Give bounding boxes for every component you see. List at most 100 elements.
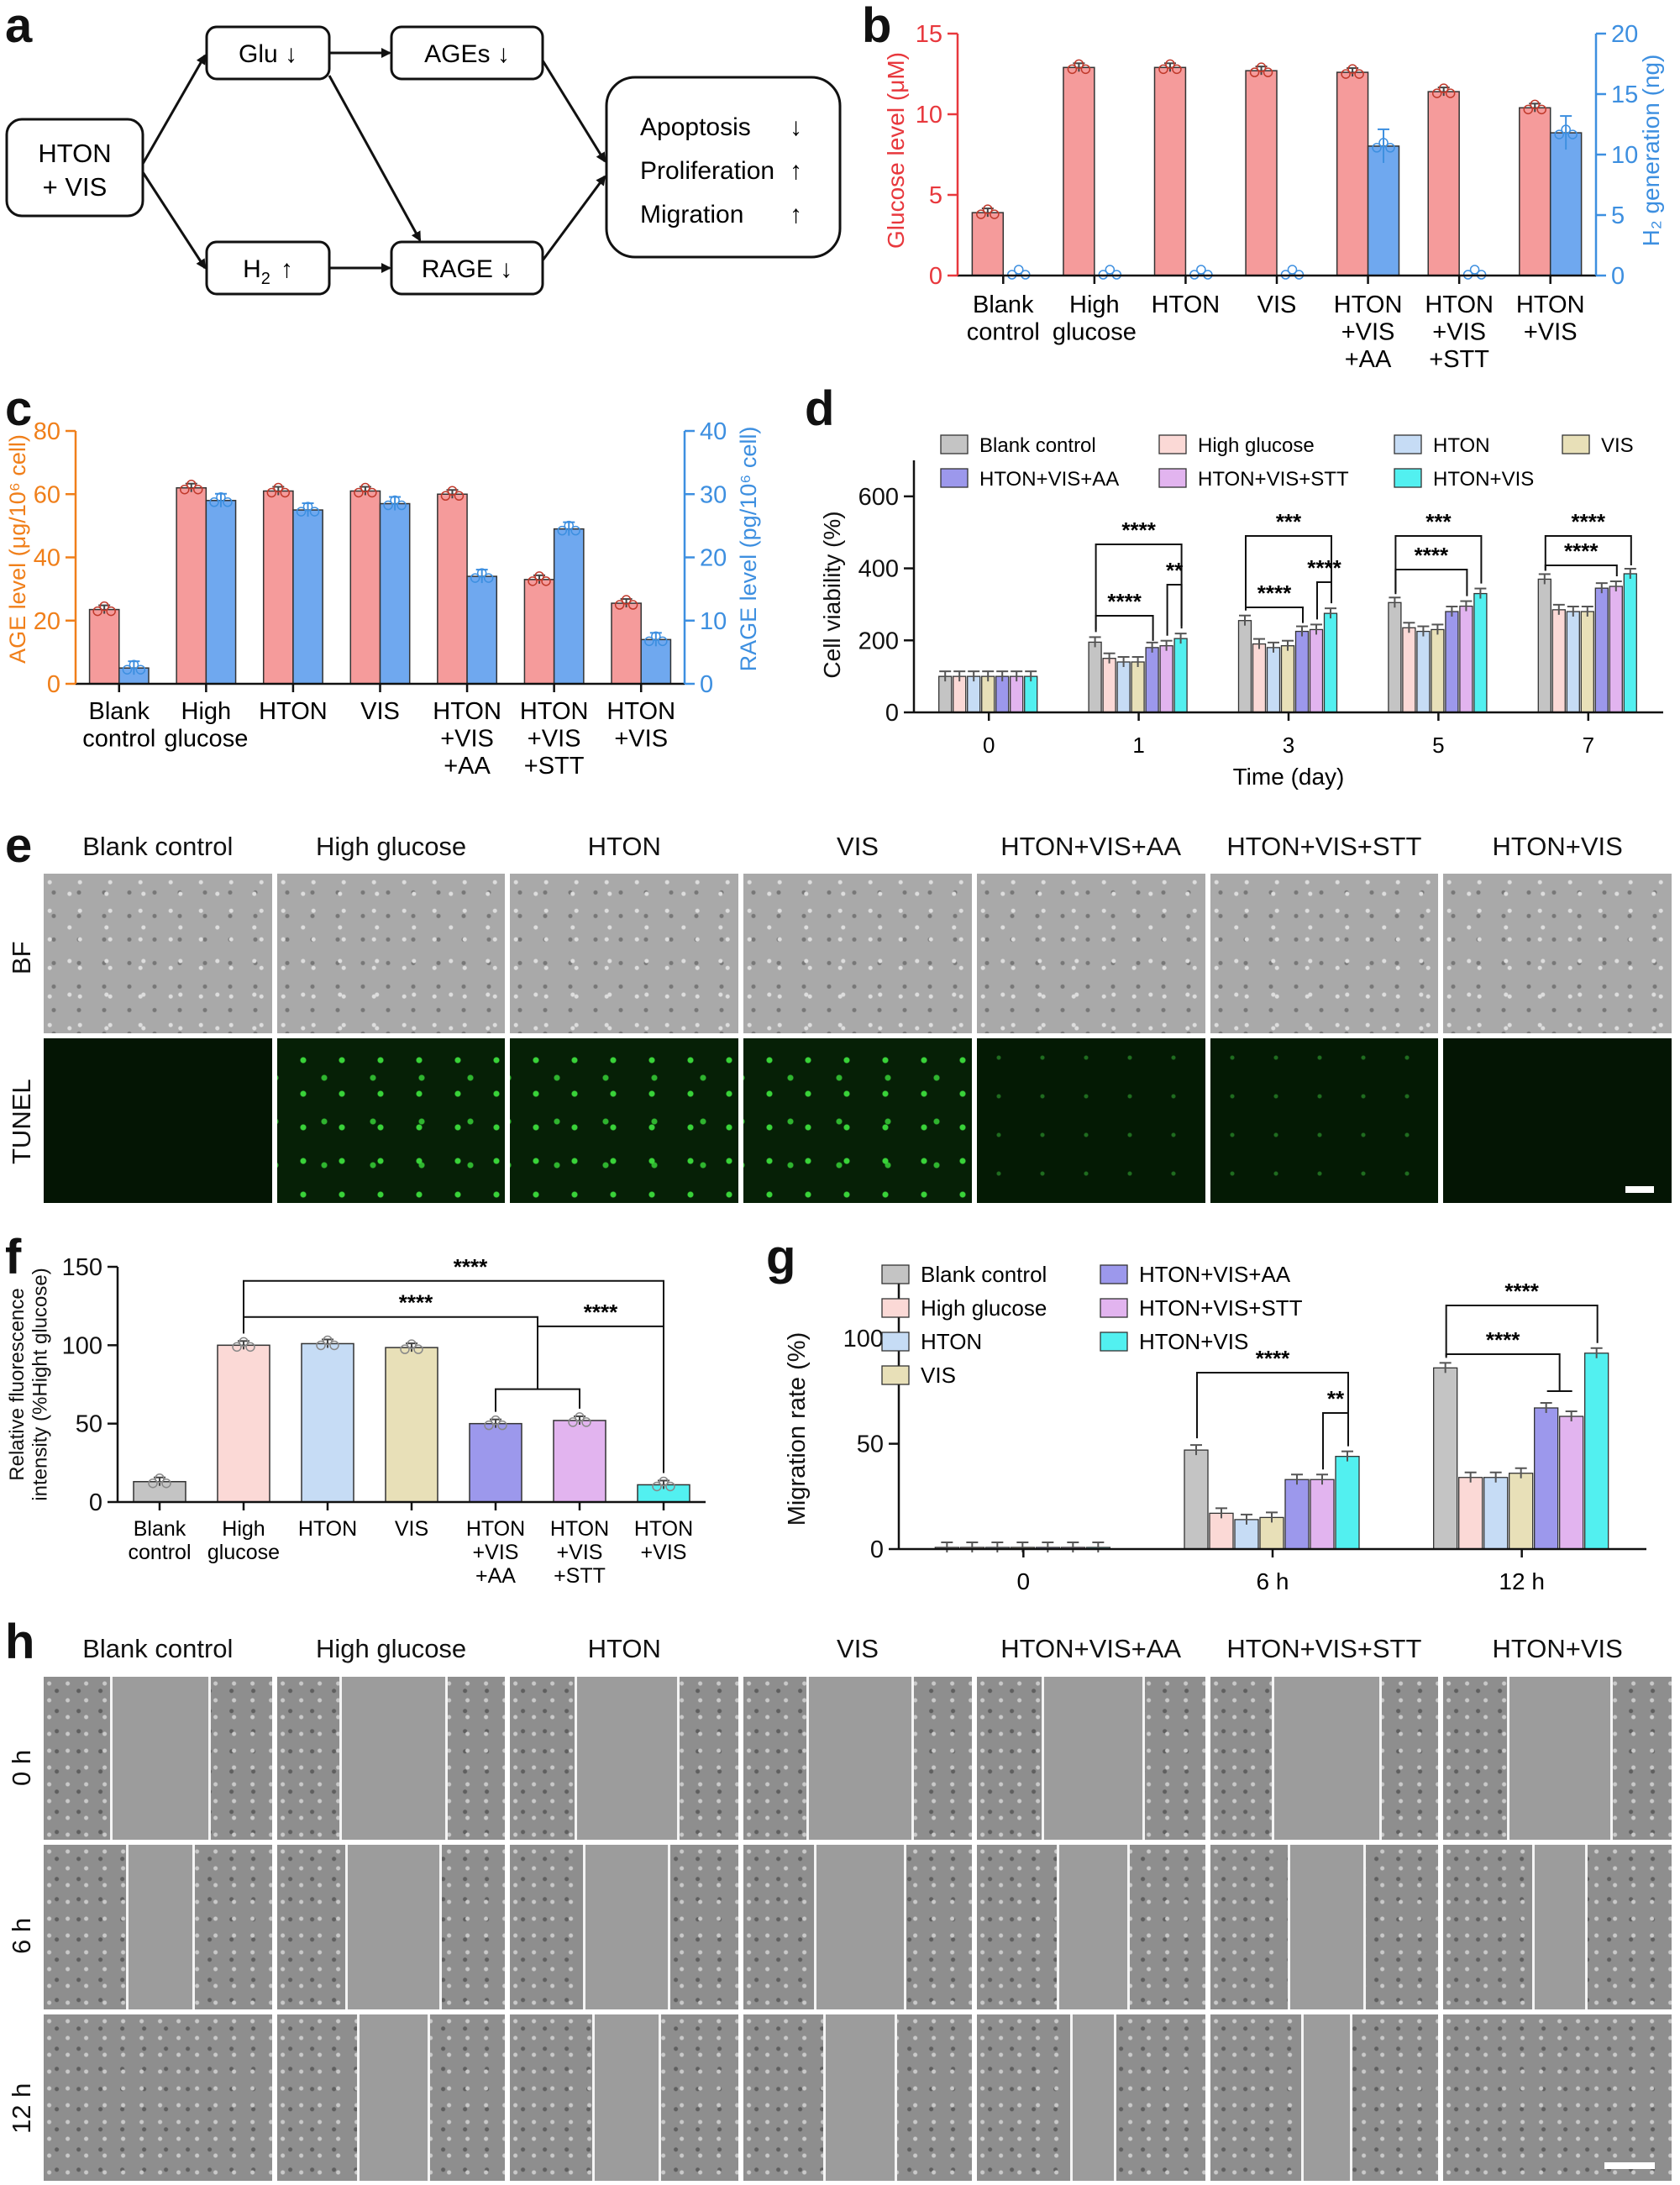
d-bar-0 xyxy=(1088,641,1102,713)
b-left-bar-point xyxy=(1445,88,1456,98)
d-sig-label: **** xyxy=(1257,580,1292,606)
d-bar-1 xyxy=(1252,643,1267,713)
d-bar-1 xyxy=(953,675,967,713)
c-left-bar-point xyxy=(193,484,203,495)
b-category-label: +VIS xyxy=(1432,318,1486,345)
g-legend-swatch-6 xyxy=(1100,1331,1128,1352)
e-row-label-bf: BF xyxy=(7,941,36,974)
d-bar-5 xyxy=(1609,586,1623,713)
b-category-label: HTON xyxy=(1425,292,1494,318)
f-bar-3-point xyxy=(413,1344,423,1354)
ages-box xyxy=(390,25,544,81)
c-right-bar-point xyxy=(135,664,146,675)
d-bar-0 xyxy=(1388,601,1402,713)
d-sig-bracket xyxy=(1394,569,1468,596)
d-sig-bracket xyxy=(1316,581,1332,620)
d-bar-2 xyxy=(1566,611,1580,713)
b-left-bar-point xyxy=(1067,64,1078,75)
e-bf-micrograph xyxy=(1210,874,1439,1033)
e-column-header: HTON+VIS+STT xyxy=(1226,832,1422,861)
c-left-tick-label: 20 xyxy=(34,608,60,635)
h-scratch-micrograph xyxy=(1443,1845,1672,2009)
arrow-rage-outcome xyxy=(541,175,606,261)
e-column-header: HTON+VIS xyxy=(1492,832,1623,861)
f-bar-3-point xyxy=(407,1339,417,1349)
b-left-bar xyxy=(1519,107,1551,276)
f-category-label: control xyxy=(128,1541,191,1564)
glu-label: Glu ↓ xyxy=(239,40,297,68)
b-left-bar-point xyxy=(1523,104,1534,115)
c-right-bar-point xyxy=(216,492,226,502)
d-bar-3 xyxy=(1131,661,1145,713)
b-category-label: +VIS xyxy=(1341,318,1395,345)
b-right-bar-point xyxy=(1013,265,1024,275)
g-bar-2 xyxy=(1483,1477,1509,1550)
g-bar-5 xyxy=(1310,1479,1335,1550)
f-sig-label: **** xyxy=(399,1290,433,1316)
h-scratch-micrograph xyxy=(1443,1677,1672,1840)
h-scratch-micrograph xyxy=(276,2014,506,2181)
c-right-bar-point xyxy=(476,568,487,578)
b-right-bar-point xyxy=(1105,265,1116,275)
b-left-bar-point xyxy=(983,204,993,214)
d-bar-1 xyxy=(1402,627,1416,713)
e-tunel-micrograph xyxy=(276,1038,506,1203)
c-left-bar-point xyxy=(99,601,109,612)
h-scratch-micrograph xyxy=(743,1677,972,1840)
g-legend-label-6: HTON+VIS xyxy=(1139,1329,1248,1354)
c-right-bar xyxy=(466,575,498,685)
g-legend-label-3: VIS xyxy=(921,1363,956,1388)
f-bar-5-point xyxy=(575,1412,585,1422)
arrow-input-glu xyxy=(141,54,207,165)
g-legend-label-4: HTON+VIS+AA xyxy=(1139,1262,1291,1287)
e-column-header: High glucose xyxy=(315,832,467,861)
b-left-bar xyxy=(1153,66,1187,276)
b-right-bar-point xyxy=(1561,124,1571,134)
scratch-wound-area xyxy=(823,2014,897,2181)
d-bar-4 xyxy=(1445,611,1459,713)
d-legend-swatch-4 xyxy=(940,468,969,488)
f-bar-3 xyxy=(385,1347,438,1503)
c-right-bar xyxy=(292,509,323,685)
outcome-proliferation: Proliferation xyxy=(640,157,774,185)
b-left-bar-point xyxy=(1165,59,1175,70)
d-sig-label: **** xyxy=(1121,517,1156,543)
outcome-apoptosis: Apoptosis xyxy=(640,113,751,141)
c-right-tick-label: 0 xyxy=(700,671,713,698)
scratch-wound-area xyxy=(1271,1677,1382,1840)
h-row-6h xyxy=(44,1845,1672,2009)
scratch-wound-area xyxy=(1056,1845,1131,2009)
input-box xyxy=(5,118,144,218)
d-sig-bracket xyxy=(1245,535,1332,608)
c-left-bar-point xyxy=(92,606,102,617)
b-right-tick-label: 20 xyxy=(1611,21,1638,48)
f-category-label: HTON xyxy=(466,1517,525,1541)
d-category-label: 7 xyxy=(1583,733,1594,758)
b-category-label: +AA xyxy=(1345,346,1392,373)
c-left-bar xyxy=(349,490,381,685)
c-right-bar-point xyxy=(651,631,661,642)
f-bar-0-point xyxy=(148,1478,158,1489)
g-legend-swatch-0 xyxy=(881,1264,910,1284)
b-category-label: +STT xyxy=(1429,346,1489,373)
b-right-bar-point xyxy=(1469,265,1480,275)
h-scratch-micrograph xyxy=(976,2014,1205,2181)
d-category-label: 3 xyxy=(1283,733,1294,758)
d-bar-1 xyxy=(1102,658,1116,713)
h-scratch-micrograph xyxy=(1210,1677,1439,1840)
e-bf-row xyxy=(44,874,1672,1033)
f-sig-label: **** xyxy=(584,1300,618,1325)
b-category-label: Blank xyxy=(973,292,1034,318)
d-legend-swatch-5 xyxy=(1158,468,1187,488)
h-scratch-micrograph xyxy=(1443,2014,1672,2181)
d-bar-5 xyxy=(1459,605,1473,713)
f-category-label: glucose xyxy=(207,1541,280,1564)
c-left-bar-point xyxy=(541,576,551,586)
scratch-wound-area xyxy=(1301,2014,1352,2181)
h-column-header: HTON+VIS+STT xyxy=(1226,1634,1422,1663)
d-sig-bracket xyxy=(1095,615,1154,641)
b-left-bar-point xyxy=(1249,67,1260,77)
f-category-label: VIS xyxy=(395,1517,428,1541)
